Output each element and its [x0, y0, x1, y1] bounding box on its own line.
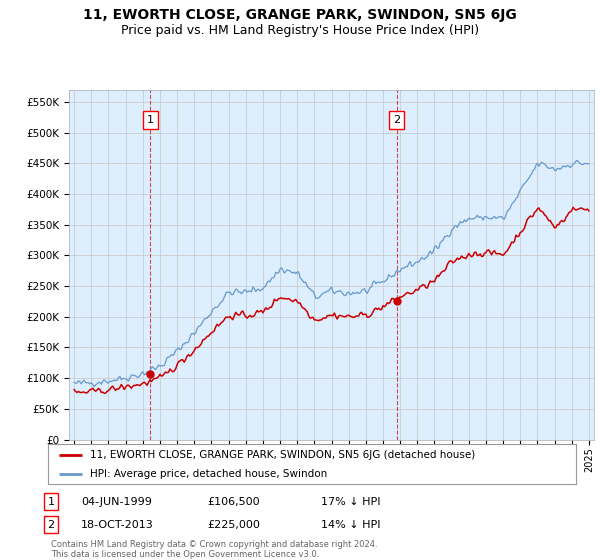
Text: £225,000: £225,000 — [207, 520, 260, 530]
Text: Contains HM Land Registry data © Crown copyright and database right 2024.
This d: Contains HM Land Registry data © Crown c… — [51, 540, 377, 559]
Text: 11, EWORTH CLOSE, GRANGE PARK, SWINDON, SN5 6JG: 11, EWORTH CLOSE, GRANGE PARK, SWINDON, … — [83, 8, 517, 22]
Text: Price paid vs. HM Land Registry's House Price Index (HPI): Price paid vs. HM Land Registry's House … — [121, 24, 479, 36]
Text: 14% ↓ HPI: 14% ↓ HPI — [321, 520, 380, 530]
Text: 11, EWORTH CLOSE, GRANGE PARK, SWINDON, SN5 6JG (detached house): 11, EWORTH CLOSE, GRANGE PARK, SWINDON, … — [90, 450, 475, 460]
Text: £106,500: £106,500 — [207, 497, 260, 507]
Text: 18-OCT-2013: 18-OCT-2013 — [81, 520, 154, 530]
Text: 1: 1 — [47, 497, 55, 507]
Text: 04-JUN-1999: 04-JUN-1999 — [81, 497, 152, 507]
Text: 1: 1 — [146, 115, 154, 125]
Text: HPI: Average price, detached house, Swindon: HPI: Average price, detached house, Swin… — [90, 469, 328, 478]
Text: 2: 2 — [47, 520, 55, 530]
Text: 17% ↓ HPI: 17% ↓ HPI — [321, 497, 380, 507]
Text: 2: 2 — [393, 115, 400, 125]
